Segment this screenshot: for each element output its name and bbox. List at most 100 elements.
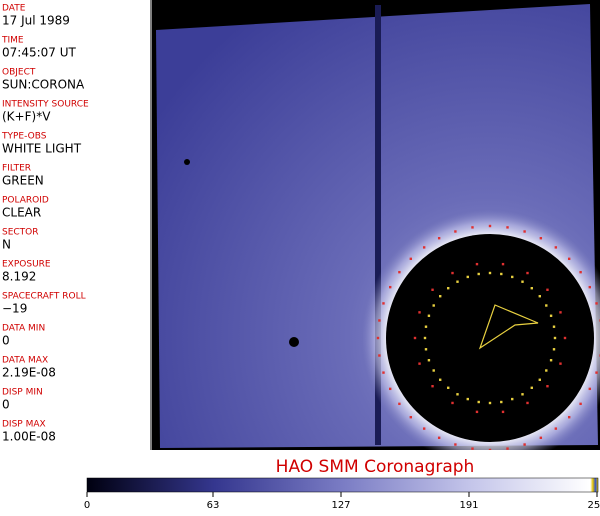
grid-dot bbox=[545, 304, 548, 307]
grid-dot bbox=[424, 348, 428, 351]
grid-dot bbox=[431, 385, 434, 388]
grid-dot bbox=[554, 427, 558, 430]
grid-dot bbox=[488, 271, 492, 275]
grid-dot bbox=[588, 387, 591, 391]
grid-dot bbox=[539, 237, 543, 240]
grid-dot bbox=[506, 226, 509, 229]
grid-dot bbox=[382, 302, 385, 305]
coronagraph-image bbox=[152, 0, 600, 450]
field-label: DISP MIN bbox=[2, 388, 43, 398]
grid-dot bbox=[422, 427, 426, 430]
field-value: 17 Jul 1989 bbox=[2, 14, 70, 28]
grid-dot bbox=[579, 402, 582, 406]
dust-spot bbox=[184, 159, 190, 165]
field-value: 0 bbox=[2, 334, 10, 348]
field-value: 1.00E-08 bbox=[2, 430, 56, 444]
grid-dot bbox=[501, 262, 505, 266]
grid-dot bbox=[526, 271, 529, 275]
grid-dot bbox=[523, 443, 526, 446]
field-value: SUN:CORONA bbox=[2, 78, 85, 92]
field-value: WHITE LIGHT bbox=[2, 142, 82, 156]
grid-dot bbox=[418, 311, 421, 314]
grid-dot bbox=[437, 436, 441, 439]
grid-dot bbox=[538, 295, 541, 298]
grid-dot bbox=[451, 401, 454, 405]
grid-dot bbox=[552, 348, 556, 351]
grid-dot bbox=[588, 285, 591, 289]
grid-dot bbox=[521, 280, 524, 283]
field-label: DISP MAX bbox=[2, 420, 46, 430]
field-value: (K+F)*V bbox=[2, 110, 51, 124]
grid-dot bbox=[539, 436, 543, 439]
grid-dot bbox=[488, 224, 492, 228]
field-value: GREEN bbox=[2, 174, 44, 188]
colorbar bbox=[86, 477, 599, 493]
grid-dot bbox=[579, 270, 582, 274]
grid-dots bbox=[376, 224, 600, 450]
grid-dot bbox=[398, 402, 401, 406]
grid-dot bbox=[454, 443, 457, 446]
grid-dot bbox=[427, 359, 431, 362]
field-label: INTENSITY SOURCE bbox=[2, 100, 89, 110]
grid-dot bbox=[475, 262, 479, 266]
field-value: N bbox=[2, 238, 11, 252]
grid-dot bbox=[382, 371, 385, 374]
grid-dot bbox=[456, 280, 459, 283]
grid-dot bbox=[526, 401, 529, 405]
grid-dot bbox=[409, 257, 413, 261]
occulter-disk bbox=[386, 234, 594, 442]
colorbar-tick-label: 63 bbox=[207, 500, 220, 511]
field-label: DATE bbox=[2, 4, 26, 14]
field-label: EXPOSURE bbox=[2, 260, 51, 270]
field-value: 8.192 bbox=[2, 270, 36, 284]
field-label: SPACECRAFT ROLL bbox=[2, 292, 86, 302]
dust-spot bbox=[289, 337, 299, 347]
field-label: DATA MIN bbox=[2, 324, 45, 334]
grid-dot bbox=[545, 369, 548, 372]
grid-dot bbox=[424, 325, 428, 328]
grid-dot bbox=[506, 447, 509, 450]
grid-dot bbox=[501, 410, 505, 414]
grid-dot bbox=[409, 415, 413, 419]
grid-dot bbox=[451, 271, 454, 275]
grid-dot bbox=[552, 325, 556, 328]
grid-dot bbox=[471, 447, 474, 450]
colorbar-tick-label: 191 bbox=[459, 500, 478, 511]
grid-dot bbox=[437, 237, 441, 240]
grid-dot bbox=[378, 354, 381, 357]
field-label: SECTOR bbox=[2, 228, 39, 238]
grid-dot bbox=[413, 336, 417, 340]
field-label: FILTER bbox=[2, 164, 31, 174]
grid-dot bbox=[454, 230, 457, 233]
grid-dot bbox=[389, 285, 392, 289]
grid-dot bbox=[595, 371, 598, 374]
grid-dot bbox=[466, 397, 469, 401]
grid-dot bbox=[389, 387, 392, 391]
grid-dot bbox=[538, 378, 541, 381]
field-value: 0 bbox=[2, 398, 10, 412]
grid-dot bbox=[447, 287, 450, 290]
grid-dot bbox=[559, 311, 562, 314]
grid-dot bbox=[567, 257, 571, 261]
grid-dot bbox=[511, 397, 514, 401]
grid-dot bbox=[559, 362, 562, 365]
grid-dot bbox=[523, 230, 526, 233]
grid-dot bbox=[595, 302, 598, 305]
pylon-line bbox=[375, 5, 381, 445]
grid-dot bbox=[432, 304, 435, 307]
grid-dot bbox=[456, 393, 459, 396]
grid-dot bbox=[471, 226, 474, 229]
grid-dot bbox=[378, 319, 381, 322]
grid-dot bbox=[398, 270, 401, 274]
field-value: −19 bbox=[2, 302, 27, 316]
field-value: CLEAR bbox=[2, 206, 41, 220]
grid-dot bbox=[447, 386, 450, 389]
grid-dot bbox=[477, 400, 480, 404]
grid-dot bbox=[563, 336, 567, 340]
grid-dot bbox=[546, 385, 549, 388]
field-label: POLAROID bbox=[2, 196, 49, 206]
grid-dot bbox=[521, 393, 524, 396]
